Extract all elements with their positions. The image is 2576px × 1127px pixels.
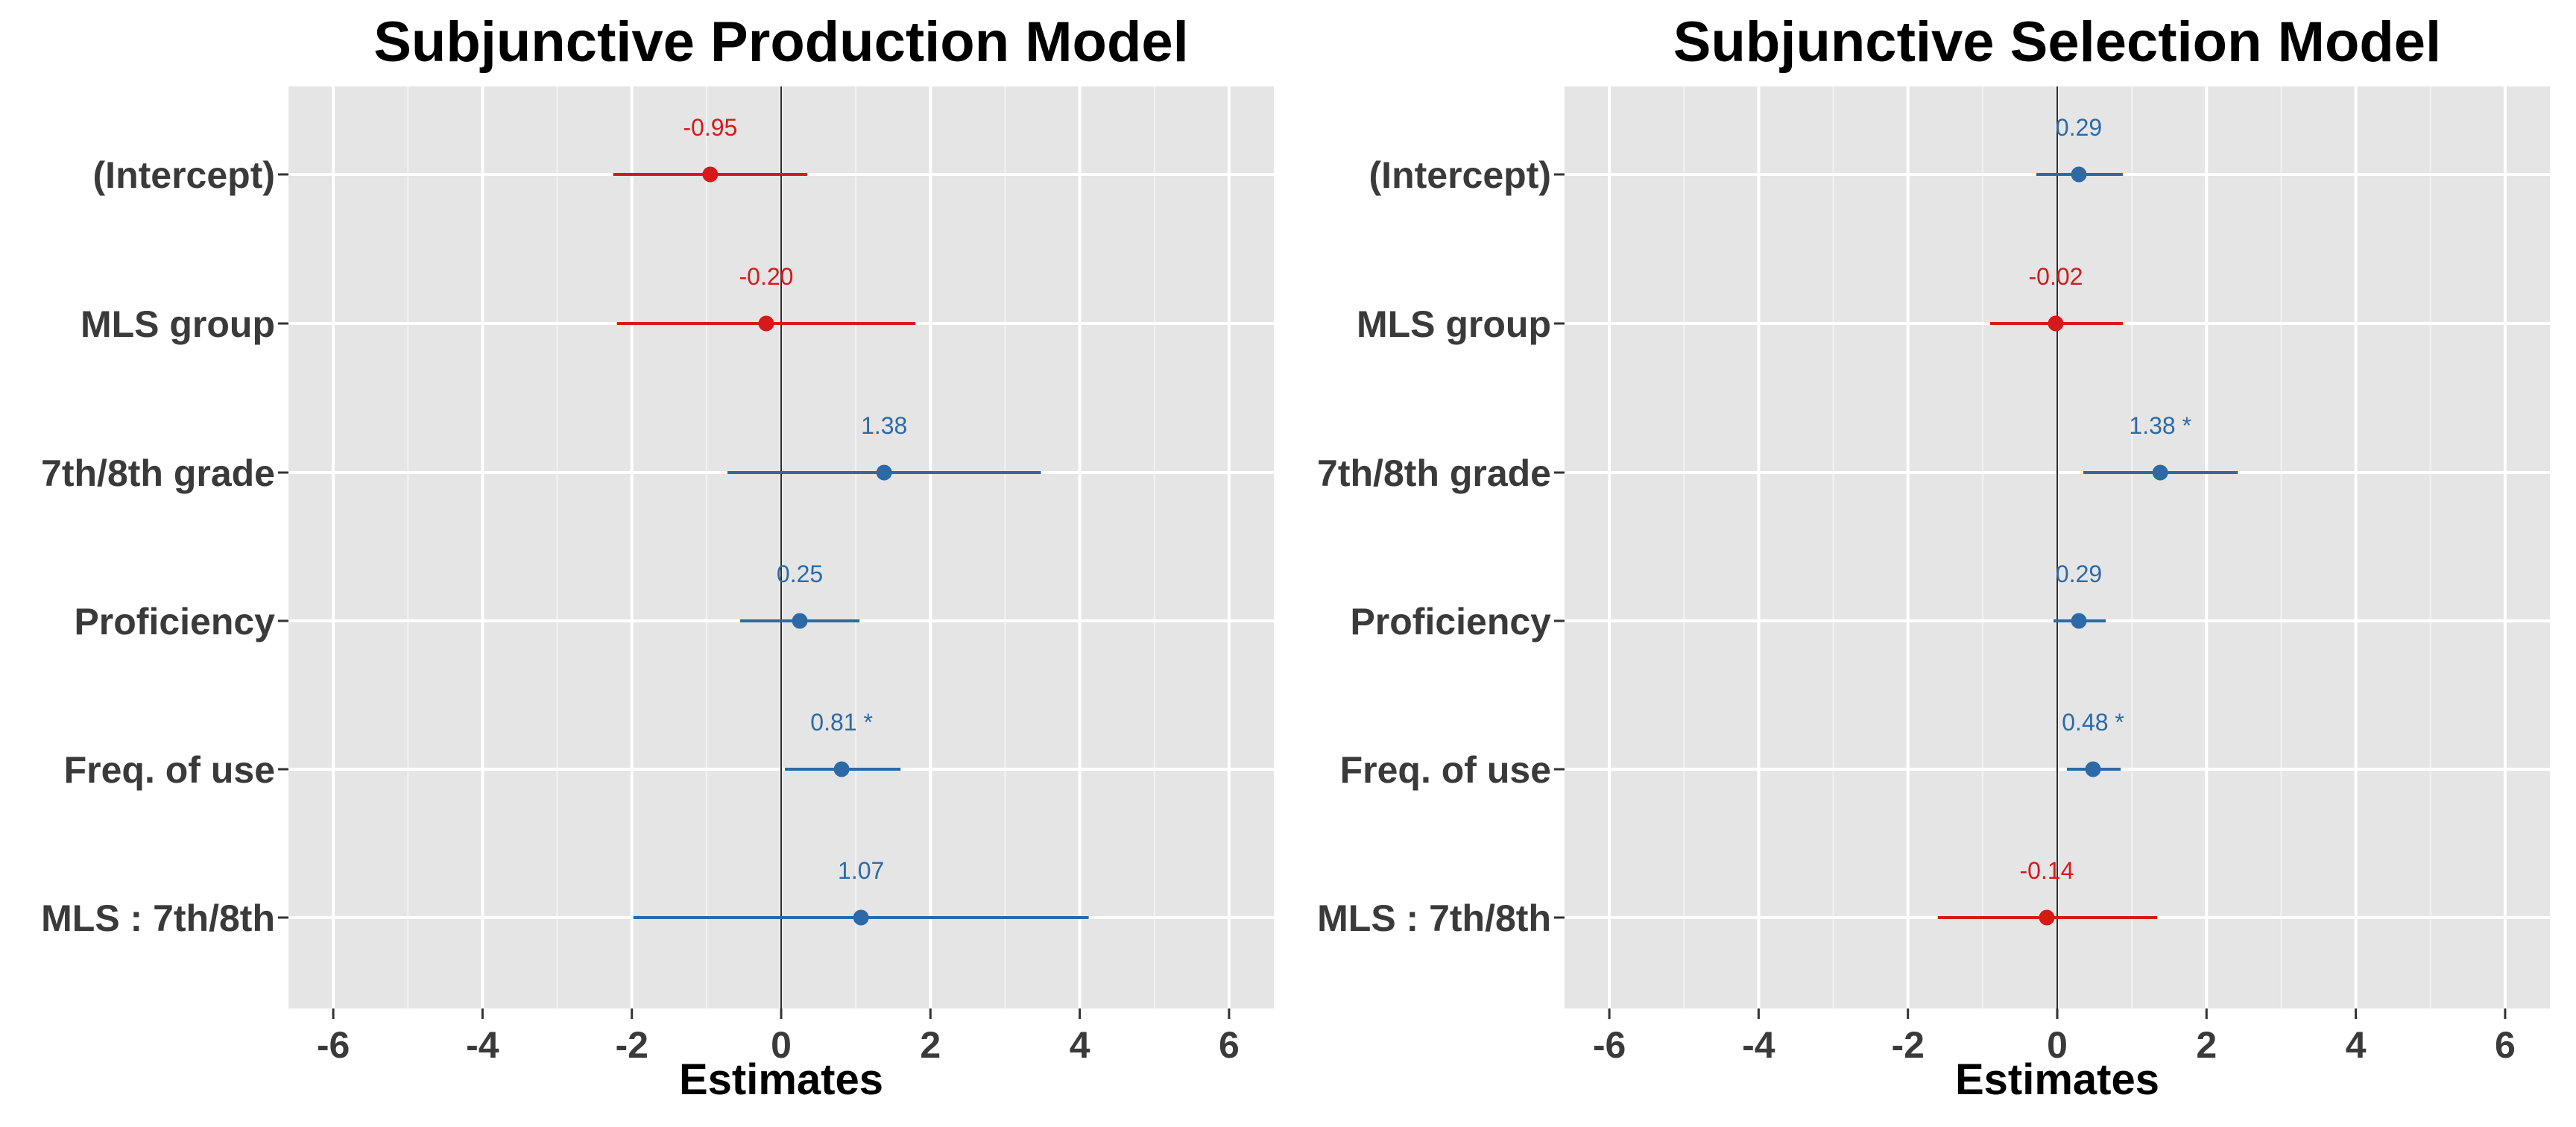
x-tick-label: 2 bbox=[2196, 1024, 2217, 1066]
estimate-point bbox=[876, 464, 892, 481]
data-label: 1.07 bbox=[838, 857, 884, 884]
y-axis: (Intercept) MLS group 7th/8th grade Profici… bbox=[1317, 154, 1565, 939]
estimate-row: 0.48 * bbox=[2062, 709, 2124, 777]
estimate-point bbox=[792, 613, 808, 629]
estimate-row: 0.81 * bbox=[785, 709, 901, 777]
estimate-row: -0.20 bbox=[616, 263, 916, 332]
y-tick-label: MLS group bbox=[80, 303, 275, 345]
x-tick-label: 2 bbox=[920, 1024, 941, 1066]
x-tick-label: -2 bbox=[1891, 1024, 1924, 1066]
x-tick-label: -4 bbox=[1742, 1024, 1775, 1066]
chart-title: Subjunctive Production Model bbox=[373, 10, 1189, 74]
data-label: 0.29 bbox=[2056, 114, 2102, 141]
x-tick-label: 4 bbox=[2346, 1024, 2367, 1066]
y-tick-label: Freq. of use bbox=[1340, 749, 1551, 791]
estimate-point bbox=[758, 315, 774, 332]
estimate-row: 1.38 bbox=[727, 412, 1041, 481]
data-label: 1.38 * bbox=[2129, 412, 2191, 439]
x-tick-label: 6 bbox=[2495, 1024, 2516, 1066]
estimate-row: -0.95 bbox=[613, 114, 808, 183]
estimate-row: 1.07 bbox=[633, 857, 1089, 926]
x-tick-label: -6 bbox=[1593, 1024, 1626, 1066]
estimate-row: -0.14 bbox=[1937, 857, 2158, 926]
estimate-point bbox=[2152, 464, 2168, 481]
x-axis: -6 -4 -2 0 2 4 6 bbox=[317, 1008, 1240, 1066]
chart-title: Subjunctive Selection Model bbox=[1673, 10, 2441, 74]
y-tick-label: Proficiency bbox=[1350, 601, 1551, 643]
estimate-point bbox=[2048, 315, 2064, 332]
y-tick-label: MLS group bbox=[1357, 303, 1551, 345]
y-tick-label: (Intercept) bbox=[93, 154, 275, 196]
y-tick-label: MLS : 7th/8th bbox=[1317, 897, 1551, 939]
x-tick-label: 0 bbox=[2047, 1024, 2068, 1066]
x-tick-label: 6 bbox=[1219, 1024, 1240, 1066]
estimate-point bbox=[853, 909, 869, 926]
y-tick-label: (Intercept) bbox=[1369, 154, 1551, 196]
plot-marks: -0.95 -0.20 1.38 0.25 0.81 * 1.07 bbox=[613, 86, 1089, 1008]
estimate-point bbox=[2039, 909, 2055, 926]
estimate-point bbox=[702, 166, 719, 183]
x-axis-title: Estimates bbox=[1955, 1055, 2159, 1104]
estimate-point bbox=[2085, 761, 2101, 777]
x-tick-label: 0 bbox=[771, 1024, 792, 1066]
estimate-row: 0.29 bbox=[2036, 114, 2124, 183]
production-model-chart: Subjunctive Production Model -0.95 -0.20 1… bbox=[41, 10, 1274, 1104]
y-axis: (Intercept) MLS group 7th/8th grade Profici… bbox=[41, 154, 288, 939]
estimate-point bbox=[2071, 166, 2087, 183]
y-tick-label: Proficiency bbox=[74, 601, 275, 643]
plot-marks: 0.29 -0.02 1.38 * 0.29 0.48 * -0.14 bbox=[1937, 86, 2238, 1008]
data-label: 0.29 bbox=[2056, 561, 2102, 587]
y-tick-label: 7th/8th grade bbox=[41, 452, 275, 494]
data-label: -0.02 bbox=[2029, 263, 2083, 290]
estimate-row: -0.02 bbox=[1989, 263, 2124, 332]
x-tick-label: 4 bbox=[1070, 1024, 1090, 1066]
data-label: -0.20 bbox=[739, 263, 794, 290]
estimate-row: 0.29 bbox=[2053, 561, 2106, 629]
data-label: 1.38 bbox=[861, 412, 907, 439]
data-label: -0.95 bbox=[683, 114, 737, 141]
y-tick-label: Freq. of use bbox=[64, 749, 275, 791]
selection-model-chart: Subjunctive Selection Model 0.29 -0.02 1.3… bbox=[1317, 10, 2550, 1104]
data-label: 0.81 * bbox=[810, 709, 873, 736]
x-tick-label: -6 bbox=[317, 1024, 350, 1066]
estimate-point bbox=[833, 761, 850, 777]
estimate-point bbox=[2071, 613, 2087, 629]
x-tick-label: -4 bbox=[466, 1024, 499, 1066]
data-label: -0.14 bbox=[2020, 857, 2074, 884]
data-label: 0.48 * bbox=[2062, 709, 2124, 736]
x-axis-title: Estimates bbox=[679, 1055, 883, 1104]
y-tick-label: MLS : 7th/8th bbox=[41, 897, 275, 939]
estimate-row: 1.38 * bbox=[2083, 412, 2238, 481]
x-axis: -6 -4 -2 0 2 4 6 bbox=[1593, 1008, 2516, 1066]
estimate-row: 0.25 bbox=[739, 561, 860, 629]
x-tick-label: -2 bbox=[615, 1024, 648, 1066]
y-tick-label: 7th/8th grade bbox=[1317, 452, 1551, 494]
data-label: 0.25 bbox=[777, 561, 823, 587]
